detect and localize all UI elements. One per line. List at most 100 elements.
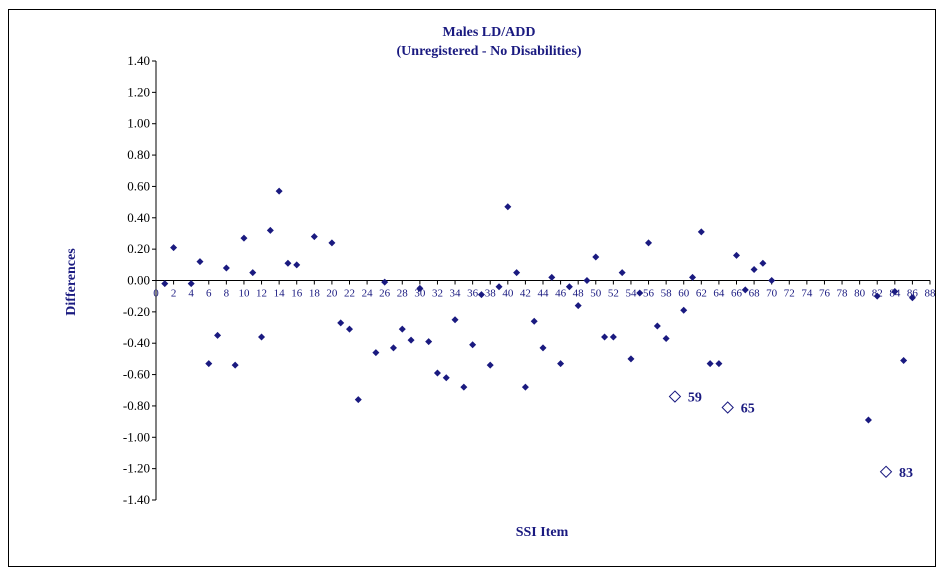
x-tick-label: 14 <box>274 288 286 300</box>
x-tick-label: 80 <box>854 288 866 300</box>
data-point <box>266 226 274 234</box>
x-tick-label: 8 <box>224 288 230 300</box>
x-tick-label: 38 <box>485 288 497 300</box>
data-point <box>196 258 204 266</box>
data-point <box>284 259 292 267</box>
y-tick-label: 1.40 <box>127 53 150 68</box>
data-point <box>645 239 653 247</box>
data-point <box>636 289 644 297</box>
data-point <box>222 264 230 272</box>
data-point <box>425 338 433 346</box>
x-tick-label: 58 <box>661 288 673 300</box>
data-point <box>231 361 239 369</box>
data-point <box>407 336 415 344</box>
data-point <box>539 344 547 352</box>
x-tick-label: 26 <box>379 288 391 300</box>
y-tick-label: 0.20 <box>127 241 150 256</box>
x-tick-label: 56 <box>643 288 655 300</box>
x-tick-label: 24 <box>362 288 374 300</box>
x-tick-label: 66 <box>731 288 743 300</box>
data-point <box>275 187 283 195</box>
data-point <box>354 396 362 404</box>
x-tick-label: 18 <box>309 288 321 300</box>
x-tick-label: 16 <box>291 288 303 300</box>
data-point <box>495 283 503 291</box>
chart-frame: Males LD/ADD (Unregistered - No Disabili… <box>8 9 936 567</box>
data-point <box>900 356 908 364</box>
data-point <box>187 280 195 288</box>
x-tick-label: 46 <box>555 288 567 300</box>
x-tick-label: 50 <box>590 288 602 300</box>
data-point <box>653 322 661 330</box>
data-point <box>460 383 468 391</box>
data-point <box>258 333 266 341</box>
data-point <box>706 360 714 368</box>
data-point <box>442 374 450 382</box>
x-tick-label: 32 <box>432 288 443 300</box>
chart-subtitle: (Unregistered - No Disabilities) <box>397 44 582 59</box>
y-tick-label: -1.00 <box>123 429 150 444</box>
data-point <box>689 273 697 281</box>
x-tick-label: 74 <box>801 288 813 300</box>
x-tick-label: 60 <box>678 288 690 300</box>
point-annotations: 59 65 83 <box>688 391 913 481</box>
data-point <box>697 228 705 236</box>
y-tick-label: 1.00 <box>127 116 150 131</box>
data-point <box>627 355 635 363</box>
x-axis-label: SSI Item <box>516 525 569 540</box>
x-tick-label: 62 <box>696 288 707 300</box>
data-point <box>249 269 257 277</box>
data-point <box>557 360 565 368</box>
data-point <box>433 369 441 377</box>
data-point <box>381 278 389 286</box>
data-point <box>451 316 459 324</box>
data-point <box>214 331 222 339</box>
data-point <box>170 244 178 252</box>
scatter-chart: Males LD/ADD (Unregistered - No Disabili… <box>64 25 936 540</box>
data-point <box>680 306 688 314</box>
x-tick-label: 78 <box>837 288 849 300</box>
data-point <box>328 239 336 247</box>
x-tick-label: 52 <box>608 288 619 300</box>
data-point <box>205 360 213 368</box>
data-point <box>733 251 740 259</box>
y-tick-label: -0.20 <box>123 304 150 319</box>
x-tick-label: 88 <box>925 288 936 300</box>
x-tick-label: 64 <box>713 288 725 300</box>
x-tick-label: 6 <box>206 288 212 300</box>
data-point <box>521 383 529 391</box>
data-point <box>310 233 318 241</box>
data-point <box>337 319 345 327</box>
data-point <box>741 286 749 294</box>
y-tick-label: 0.80 <box>127 147 150 162</box>
hollow-diamond-point <box>879 465 893 478</box>
data-point <box>548 273 556 281</box>
x-tick-label: 10 <box>238 288 250 300</box>
data-point <box>346 325 353 333</box>
point-label: 65 <box>741 401 755 416</box>
x-tick-label: 42 <box>520 288 531 300</box>
x-tick-label: 72 <box>784 288 795 300</box>
data-point <box>486 361 494 369</box>
x-tick-label: 54 <box>625 288 637 300</box>
x-tick-label: 12 <box>256 288 267 300</box>
data-point <box>372 349 380 357</box>
x-tick-label: 2 <box>171 288 177 300</box>
x-tick-label: 4 <box>188 288 194 300</box>
y-tick-label: -1.40 <box>123 492 150 507</box>
y-tick-label: 0.40 <box>127 210 150 225</box>
axes <box>152 60 931 501</box>
x-tick-label: 86 <box>907 288 919 300</box>
x-tick-label: 48 <box>573 288 585 300</box>
chart-title: Males LD/ADD <box>443 25 536 40</box>
data-point <box>662 335 670 343</box>
data-point <box>601 333 609 341</box>
x-tick-label: 30 <box>414 288 426 300</box>
data-points <box>161 187 916 478</box>
y-tick-label: -0.40 <box>123 335 150 350</box>
x-tick-label: 34 <box>450 288 462 300</box>
data-point <box>873 292 881 300</box>
data-point <box>416 284 424 292</box>
y-tick-label: 0.00 <box>127 273 150 288</box>
data-point <box>389 344 397 352</box>
